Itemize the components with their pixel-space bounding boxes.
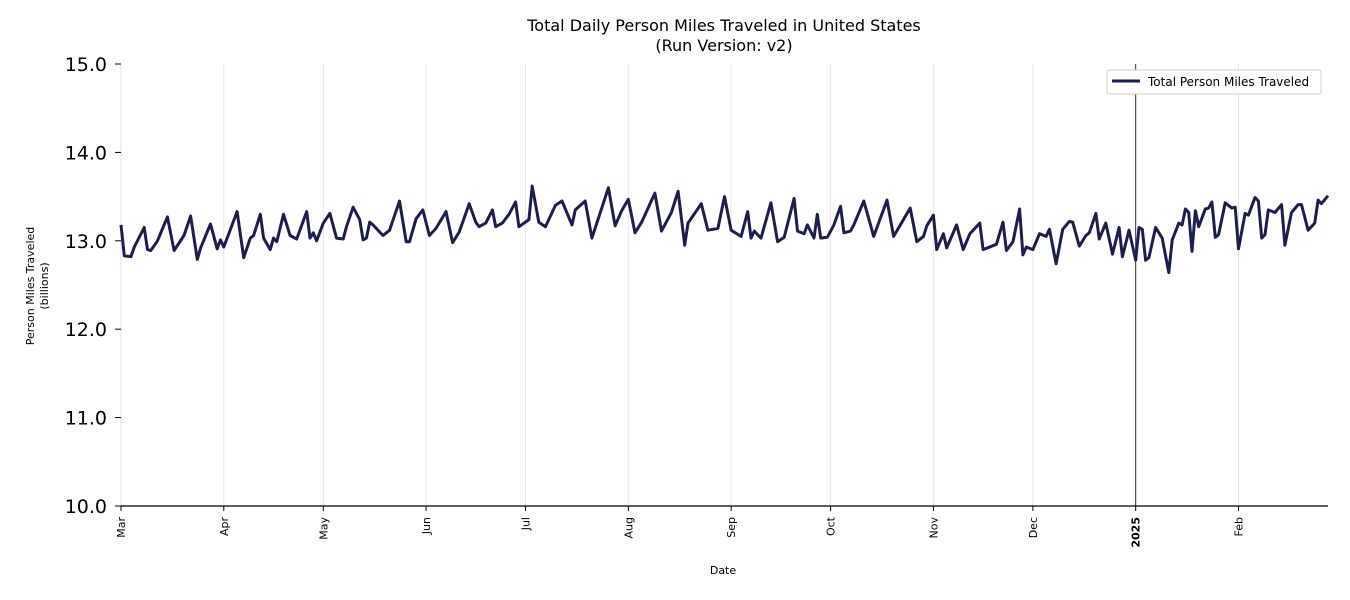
y-tick-label: 14.0: [65, 142, 107, 164]
y-axis-label-unit: (billions): [38, 262, 51, 309]
x-tick-label: Jul: [520, 517, 533, 531]
x-tick-label: May: [317, 517, 330, 540]
x-tick-label: Mar: [115, 517, 128, 538]
y-tick-label: 11.0: [65, 408, 107, 430]
x-tick-label: Sep: [725, 517, 738, 538]
y-tick-label: 12.0: [65, 319, 107, 341]
x-tick-label: Nov: [927, 517, 940, 539]
x-tick-label: Dec: [1027, 517, 1040, 538]
x-tick-label: Apr: [218, 517, 231, 537]
y-axis-label: Person Miles Traveled: [24, 227, 37, 346]
chart-subtitle: (Run Version: v2): [655, 36, 792, 55]
y-tick-label: 10.0: [65, 496, 107, 518]
series-line-total-person-miles: [119, 184, 1330, 275]
y-axis: 10.0 11.0 12.0 13.0 14.0 15.0: [65, 54, 121, 518]
chart-title: Total Daily Person Miles Traveled in Uni…: [526, 16, 921, 35]
x-tick-label: Aug: [622, 517, 635, 538]
x-tick-label: Oct: [825, 516, 838, 536]
legend: Total Person Miles Traveled: [1106, 69, 1322, 95]
x-tick-label: 2025: [1130, 517, 1143, 548]
x-axis-label: Date: [710, 564, 737, 577]
x-tick-label: Jun: [420, 517, 433, 535]
legend-label: Total Person Miles Traveled: [1147, 75, 1309, 89]
y-tick-label: 13.0: [65, 231, 107, 253]
y-tick-label: 15.0: [65, 54, 107, 76]
x-tick-label: Feb: [1232, 517, 1245, 536]
gridlines: [120, 64, 1239, 506]
x-axis: Mar Apr May Jun Jul Aug Sep Oct Nov Dec 2025 Feb: [115, 506, 1245, 548]
